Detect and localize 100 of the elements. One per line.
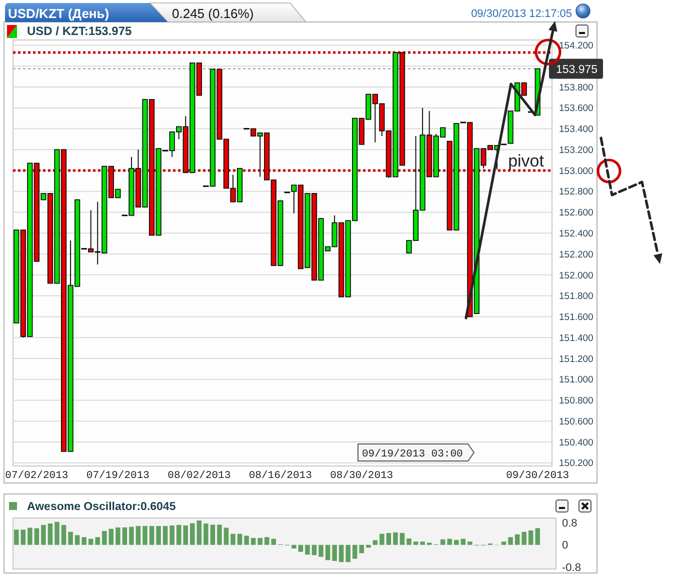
bar	[14, 530, 19, 545]
y-tick-label: 150.400	[559, 437, 594, 448]
bar	[28, 528, 32, 545]
bar	[82, 537, 86, 545]
bar	[237, 534, 242, 545]
bar	[210, 524, 216, 545]
y-tick-label: 150.800	[559, 396, 594, 407]
bar	[122, 527, 128, 545]
bar	[420, 542, 425, 545]
candlestick	[88, 210, 94, 252]
x-tick-label: 08/30/2013	[330, 470, 394, 482]
bar	[88, 538, 94, 545]
text: 09/30/2013 12:17:05	[471, 8, 572, 20]
bar	[170, 525, 174, 545]
bar	[162, 526, 168, 545]
legend-label: Awesome Oscillator:0.6045	[27, 501, 176, 513]
bar	[264, 537, 270, 545]
bar	[149, 526, 154, 545]
y-tick-label: 152.400	[559, 228, 594, 240]
bar	[20, 530, 26, 545]
bar	[190, 523, 195, 545]
y-tick-label: 152.800	[559, 186, 594, 198]
bar	[204, 524, 208, 545]
bar	[501, 542, 506, 545]
bar	[508, 537, 513, 545]
bar	[136, 526, 141, 545]
bar	[217, 524, 222, 545]
bar	[352, 544, 358, 559]
y-tick-label: 153.200	[559, 144, 594, 156]
bar	[447, 538, 452, 545]
x-tick-label: 08/16/2013	[248, 470, 312, 482]
bar	[400, 532, 405, 545]
bar	[366, 544, 371, 548]
bar	[142, 526, 148, 545]
y-tick-label: 153.400	[559, 124, 594, 136]
y-tick-label: 0.8	[562, 518, 578, 530]
ref-line-label: pivot	[508, 152, 544, 171]
bar	[176, 524, 182, 545]
text: USD / KZT:153.975	[27, 24, 132, 38]
bar	[298, 544, 304, 552]
y-tick-label: 152.600	[559, 208, 594, 219]
bar	[183, 525, 188, 545]
bar	[346, 544, 350, 562]
bar	[48, 524, 53, 545]
bar	[454, 540, 459, 545]
bar	[68, 532, 73, 545]
y-tick-label: 152.000	[559, 270, 594, 282]
bar	[413, 542, 418, 545]
chart-subtitle: 0.245 (0.16%)	[172, 6, 254, 21]
x-tick-label: 08/02/2013	[168, 470, 231, 482]
bar	[522, 532, 526, 545]
y-tick-label: 153.600	[559, 103, 594, 114]
bar	[74, 535, 80, 545]
ref-line-label: 153.975	[556, 64, 598, 76]
bar	[325, 544, 330, 560]
bar	[468, 542, 472, 545]
bar	[230, 534, 236, 545]
bar	[460, 538, 466, 545]
y-tick-label: 150.600	[559, 416, 594, 428]
y-tick-label: 151.800	[559, 291, 594, 302]
bar	[528, 530, 534, 545]
bar	[359, 544, 364, 554]
bar	[95, 537, 100, 545]
y-tick-label: -0.8	[562, 562, 581, 574]
bar	[393, 532, 398, 545]
bar	[292, 544, 296, 548]
y-tick-label: 153.800	[559, 82, 594, 94]
bar	[224, 528, 229, 545]
bar	[61, 524, 66, 545]
bar	[372, 540, 378, 545]
bar	[116, 527, 120, 545]
bar	[34, 528, 40, 545]
bar	[54, 522, 60, 545]
x-tick-label: 07/02/2013	[5, 470, 68, 482]
bar	[440, 539, 446, 545]
annotation: 09/19/2013 03:00	[362, 448, 463, 460]
bar	[312, 544, 317, 556]
y-tick-label: 150.200	[559, 458, 594, 470]
bar	[535, 528, 540, 545]
bar	[102, 531, 107, 545]
y-tick-label: 151.200	[559, 354, 594, 365]
y-tick-label: 151.400	[559, 332, 594, 344]
bar	[318, 544, 324, 557]
bar	[41, 524, 46, 545]
bar	[332, 544, 337, 561]
bar	[386, 532, 392, 545]
y-tick-label: 152.200	[559, 249, 594, 260]
bar	[406, 538, 412, 545]
x-tick-label: 09/30/2013	[506, 470, 570, 482]
bar	[244, 536, 249, 545]
y-tick-label: 0	[562, 540, 568, 552]
bar	[258, 538, 262, 545]
bar	[305, 544, 310, 555]
bar	[156, 526, 161, 545]
bar	[338, 544, 344, 562]
x-tick-label: 07/19/2013	[86, 470, 150, 482]
bar	[271, 538, 276, 545]
bar	[196, 520, 202, 545]
bar	[129, 526, 134, 545]
y-tick-label: 153.000	[559, 166, 594, 177]
